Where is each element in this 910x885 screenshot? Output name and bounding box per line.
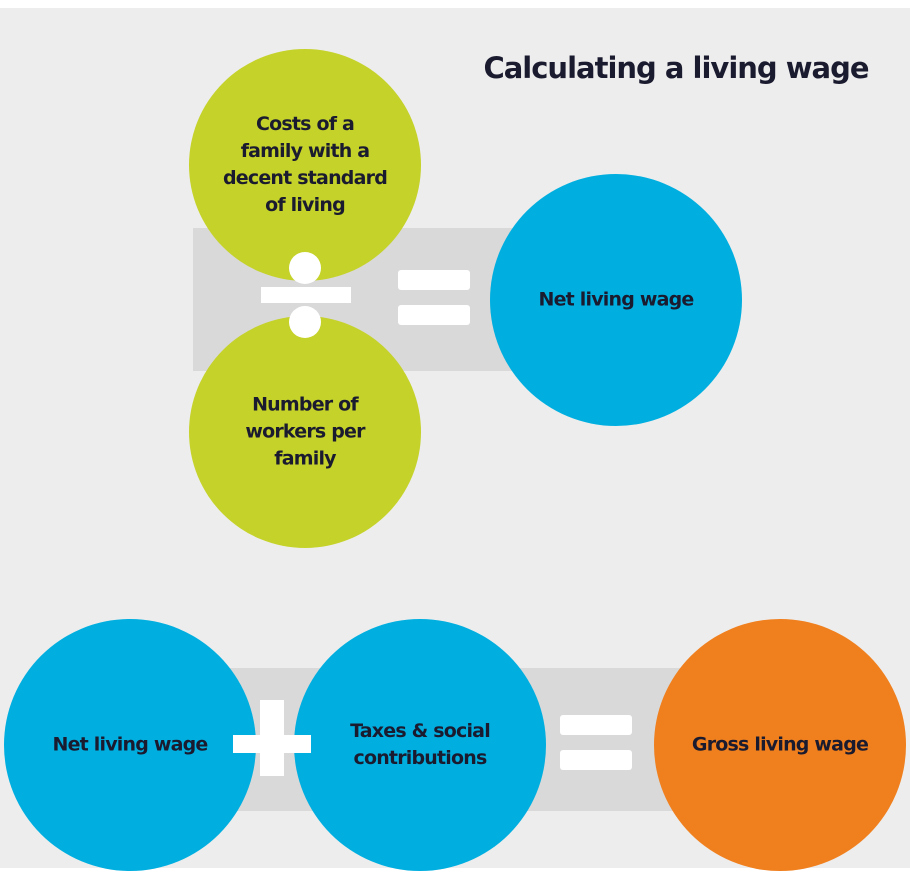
node-label: family with a xyxy=(241,140,370,162)
divide-sign xyxy=(261,252,351,338)
circle xyxy=(4,619,256,871)
node-label: Costs of a xyxy=(256,113,354,135)
circle xyxy=(490,174,742,426)
plus-sign xyxy=(233,700,311,776)
circle xyxy=(654,619,906,871)
node-label: workers per xyxy=(245,421,366,443)
equals-sign xyxy=(398,270,470,325)
circle xyxy=(294,619,546,871)
node-4: Taxes & social contributions xyxy=(294,619,546,871)
node-label: Number of xyxy=(252,394,359,416)
node-0: Costs of a family with a decent standard of… xyxy=(189,49,421,281)
node-3: Net living wage xyxy=(4,619,256,871)
node-label: family xyxy=(274,448,337,470)
equals-sign xyxy=(560,715,632,770)
node-label: Taxes & social xyxy=(350,720,490,742)
node-label: contributions xyxy=(353,747,487,769)
node-label: Net living wage xyxy=(538,289,693,311)
title: Calculating a living wage xyxy=(483,51,868,85)
node-label: of living xyxy=(265,194,345,216)
node-5: Gross living wage xyxy=(654,619,906,871)
node-1: Number of workers per family xyxy=(189,316,421,548)
circle xyxy=(189,49,421,281)
node-2: Net living wage xyxy=(490,174,742,426)
node-label: Gross living wage xyxy=(692,734,868,756)
circle xyxy=(189,316,421,548)
node-label: decent standard xyxy=(223,167,387,189)
node-label: Net living wage xyxy=(52,734,207,756)
